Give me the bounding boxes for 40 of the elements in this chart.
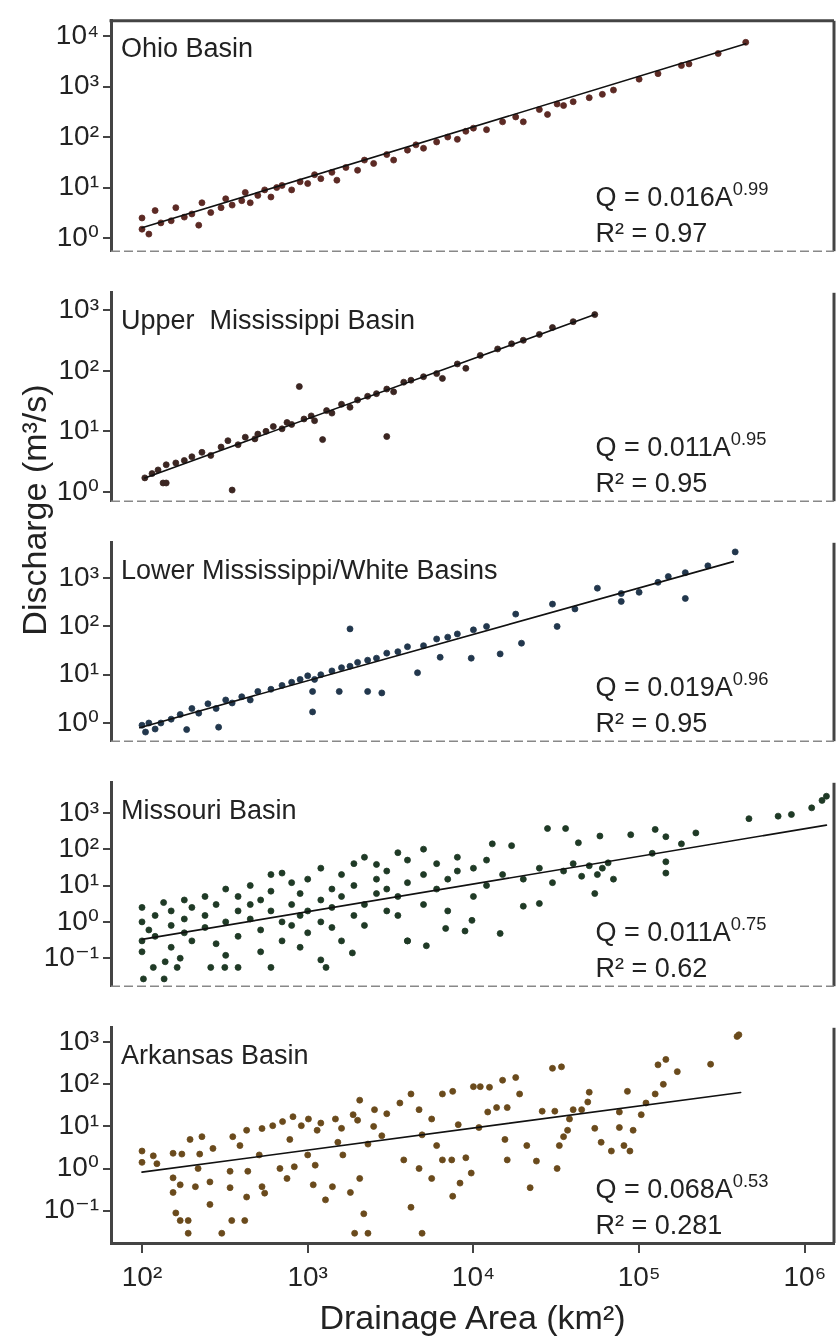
y-tick-label: 10³: [58, 69, 99, 101]
y-tick-label: 10⁻¹: [43, 1193, 99, 1225]
annotation: Upper Mississippi Basin: [121, 304, 416, 335]
y-tick-label: 10³: [58, 1024, 99, 1056]
x-tick-label: 10⁵: [617, 1260, 661, 1292]
y-tick-label: 10³: [58, 560, 99, 592]
annotation: Arkansas Basin: [121, 1039, 309, 1070]
y-tick-label: 10⁰: [56, 1151, 99, 1183]
y-tick-label: 10³: [58, 795, 99, 827]
x-tick-label: 10³: [287, 1260, 328, 1292]
y-tick-label: 10²: [58, 353, 99, 385]
y-tick-label: 10⁰: [56, 474, 99, 506]
x-tick-label: 10⁶: [783, 1260, 827, 1292]
y-tick-label: 10⁰: [56, 904, 99, 936]
y-tick-label: 10¹: [58, 657, 99, 689]
annotation: Missouri Basin: [121, 794, 297, 825]
annotation: R² = 0.95: [595, 708, 708, 739]
y-tick-label: 10⁴: [55, 18, 99, 50]
y-tick-label: 10¹: [58, 170, 99, 202]
y-tick-label: 10¹: [58, 1109, 99, 1141]
annotation: Lower Mississippi/White Basins: [121, 554, 498, 585]
y-tick-label: 10⁻¹: [43, 940, 99, 972]
y-tick-label: 10²: [58, 831, 99, 863]
y-tick-label: 10⁰: [56, 705, 99, 737]
y-tick-label: 10²: [58, 1067, 99, 1099]
y-tick-label: 10²: [58, 609, 99, 641]
annotation: R² = 0.62: [595, 953, 708, 984]
y-tick-label: 10¹: [58, 414, 99, 446]
annotation: Ohio Basin: [121, 32, 254, 63]
y-tick-label: 10⁰: [56, 220, 99, 252]
annotation: R² = 0.95: [595, 468, 708, 499]
annotation: R² = 0.97: [595, 218, 708, 249]
y-tick-label: 10³: [58, 293, 99, 325]
x-axis-title: Drainage Area (km²): [319, 1297, 626, 1336]
x-tick-label: 10²: [121, 1260, 163, 1292]
annotation: R² = 0.281: [595, 1210, 723, 1240]
y-tick-label: 10²: [58, 119, 99, 151]
x-tick-label: 10⁴: [451, 1260, 495, 1292]
y-axis-title: Discharge (m³/s): [14, 384, 54, 636]
y-tick-label: 10¹: [58, 868, 99, 900]
